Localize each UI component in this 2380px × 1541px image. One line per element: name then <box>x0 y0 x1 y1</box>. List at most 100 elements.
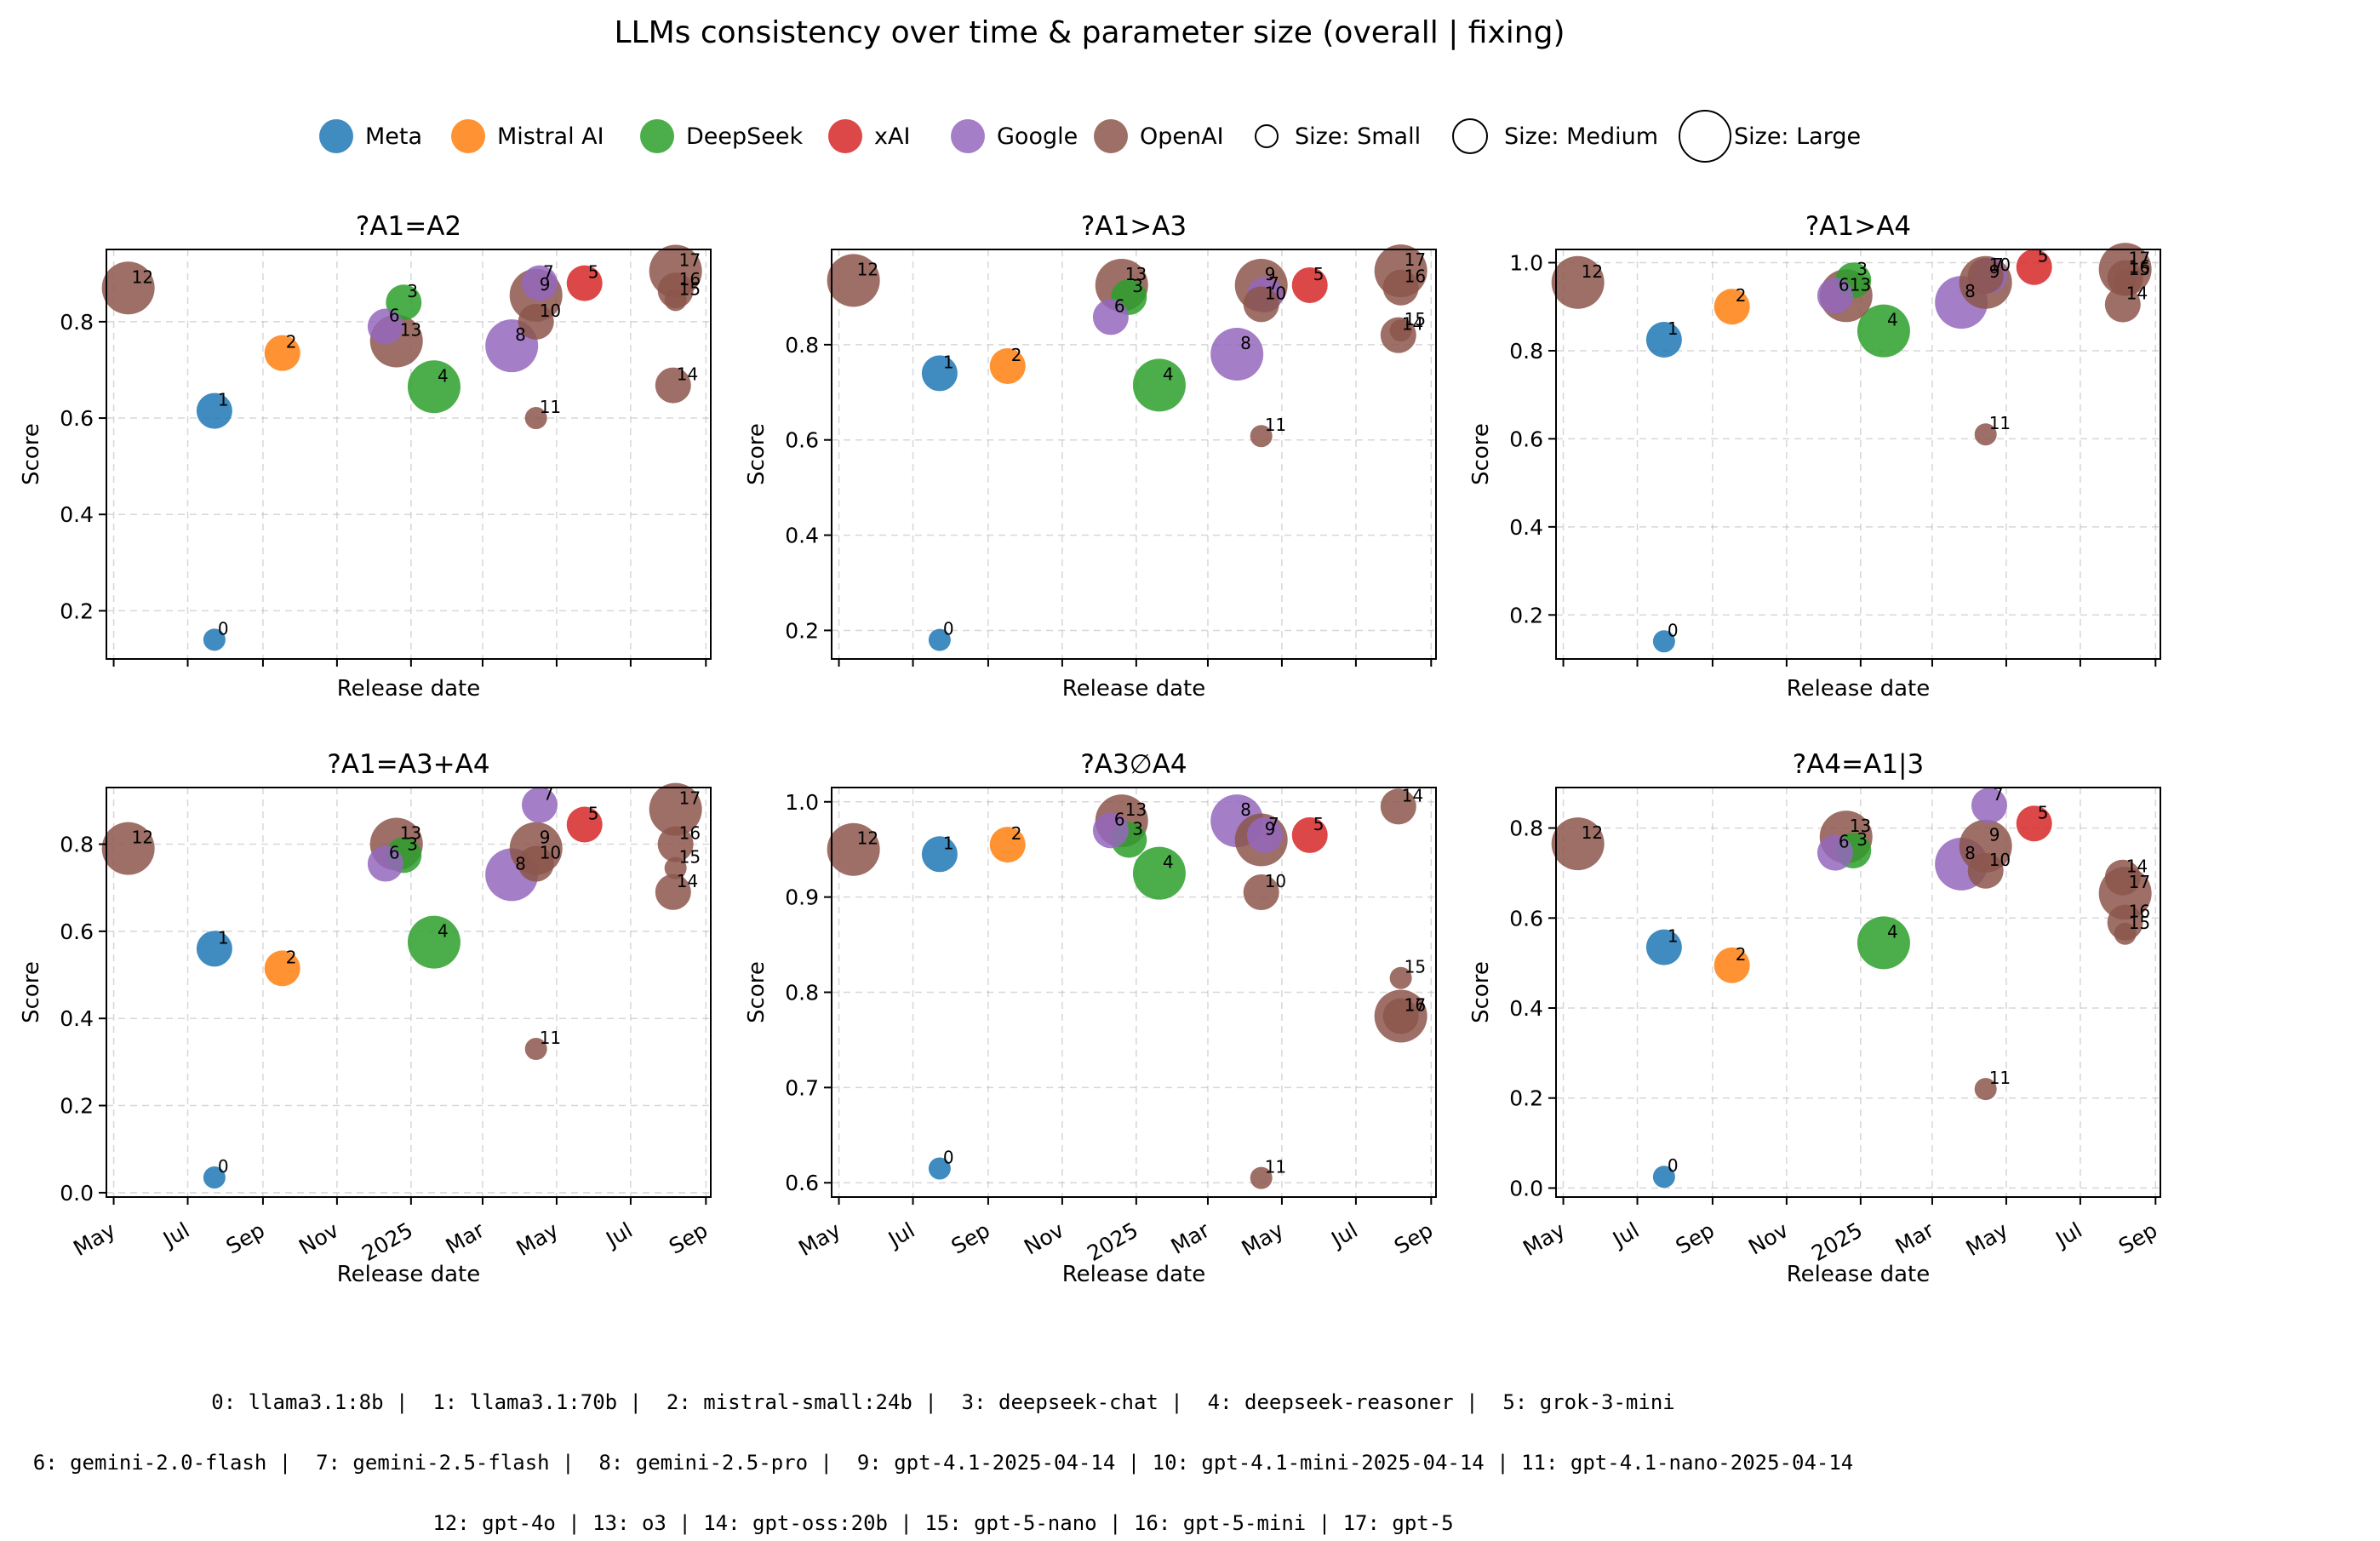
legend-size-marker-1 <box>1452 118 1488 154</box>
point-model-1 <box>921 355 958 392</box>
y-tick-label-4: 1.0 <box>1509 251 1543 276</box>
point-model-15 <box>1389 966 1412 989</box>
plot-frame <box>106 787 712 1198</box>
point-label-5: 5 <box>1313 814 1324 834</box>
point-model-2 <box>264 335 300 371</box>
point-label-17: 17 <box>679 788 701 809</box>
point-model-7 <box>521 787 558 823</box>
point-model-14 <box>1380 788 1416 825</box>
point-label-13: 13 <box>1850 274 1871 295</box>
plots: 489121317123567101416011150.20.40.60.8?A… <box>19 211 2161 1287</box>
x-tick-label-2: Sep <box>947 1217 994 1259</box>
point-label-14: 14 <box>1402 314 1423 335</box>
point-label-15: 15 <box>679 278 701 299</box>
point-label-3: 3 <box>407 834 418 854</box>
point-label-1: 1 <box>1668 318 1679 339</box>
x-tick-label-2: Sep <box>222 1217 269 1259</box>
point-label-17: 17 <box>2129 248 2150 268</box>
x-tick-label-2: Sep <box>1672 1217 1719 1259</box>
point-model-10 <box>518 303 554 340</box>
point-label-5: 5 <box>2038 802 2049 822</box>
point-model-4 <box>1857 916 1910 970</box>
point-model-16 <box>657 826 694 862</box>
point-label-4: 4 <box>1887 921 1898 942</box>
point-model-2 <box>989 348 1026 385</box>
legend-size-marker-2 <box>1679 110 1731 163</box>
legend-marker-0 <box>319 119 353 153</box>
point-model-0 <box>1652 1166 1675 1189</box>
legend-size-label-1: Size: Medium <box>1504 123 1658 150</box>
point-model-16 <box>1382 269 1419 306</box>
x-tick-label-1: Jul <box>157 1217 193 1252</box>
point-label-4: 4 <box>1887 310 1898 330</box>
point-label-11: 11 <box>540 397 561 417</box>
point-model-11 <box>1974 1078 1997 1101</box>
legend-marker-1 <box>451 119 485 153</box>
point-model-7 <box>1971 788 2007 824</box>
y-tick-label-1: 0.2 <box>60 1094 94 1119</box>
point-model-8 <box>1210 328 1264 381</box>
point-label-9: 9 <box>1989 825 2000 845</box>
y-axis-label: Score <box>744 961 769 1023</box>
legend-size-marker-0 <box>1255 124 1279 148</box>
point-label-3: 3 <box>1132 819 1143 839</box>
point-label-4: 4 <box>438 365 449 386</box>
point-model-5 <box>566 265 603 301</box>
point-label-9: 9 <box>540 274 551 295</box>
point-model-1 <box>196 392 232 429</box>
figure-title: LLMs consistency over time & parameter s… <box>614 15 1565 50</box>
model-key-line-2: 6: gemini-2.0-flash | 7: gemini-2.5-flas… <box>33 1451 1853 1475</box>
point-label-1: 1 <box>943 833 954 853</box>
point-model-2 <box>989 827 1026 863</box>
x-tick-label-5: Mar <box>1167 1217 1215 1259</box>
point-label-8: 8 <box>515 324 526 345</box>
point-label-14: 14 <box>1402 785 1423 805</box>
point-label-6: 6 <box>1114 809 1125 829</box>
x-tick-label-0: May <box>794 1217 844 1261</box>
point-label-10: 10 <box>1989 850 2011 870</box>
point-label-15: 15 <box>2129 913 2150 933</box>
point-label-6: 6 <box>1839 832 1850 852</box>
legend-label-3: xAI <box>874 123 910 150</box>
y-tick-label-0: 0.0 <box>1509 1176 1543 1200</box>
point-model-11 <box>524 1038 547 1061</box>
point-model-12 <box>827 822 880 876</box>
y-tick-label-1: 0.4 <box>1509 515 1543 540</box>
point-model-11 <box>1974 423 1997 446</box>
point-model-15 <box>664 856 687 879</box>
point-model-5 <box>566 806 603 843</box>
panel-title: ?A1>A3 <box>1081 211 1187 242</box>
point-label-4: 4 <box>1163 364 1174 384</box>
panel-title: ?A4=A1|3 <box>1793 749 1924 780</box>
point-label-12: 12 <box>132 266 153 287</box>
point-model-1 <box>196 931 232 967</box>
panel-title: ?A1=A2 <box>356 211 461 242</box>
model-key-line-1: 0: llama3.1:8b | 1: llama3.1:70b | 2: mi… <box>211 1390 1674 1414</box>
y-tick-label-0: 0.2 <box>1509 603 1543 627</box>
x-tick-label-3: Nov <box>295 1217 343 1260</box>
point-label-0: 0 <box>943 1147 954 1167</box>
point-model-15 <box>1389 319 1412 342</box>
x-tick-label-8: Sep <box>2114 1217 2161 1259</box>
x-axis-label: Release date <box>1787 676 1930 702</box>
point-model-7 <box>521 265 558 301</box>
point-model-1 <box>921 836 958 873</box>
point-model-2 <box>1713 947 1750 983</box>
point-label-10: 10 <box>1265 871 1286 891</box>
point-label-3: 3 <box>407 281 418 301</box>
point-model-15 <box>664 289 687 312</box>
point-model-12 <box>1551 817 1605 871</box>
point-label-5: 5 <box>588 803 599 823</box>
point-model-4 <box>1132 846 1186 900</box>
y-tick-label-4: 1.0 <box>785 790 819 815</box>
point-label-10: 10 <box>1989 255 2011 275</box>
point-model-2 <box>264 950 300 987</box>
point-label-8: 8 <box>515 853 526 874</box>
point-label-2: 2 <box>286 332 297 352</box>
x-tick-label-4: 2025 <box>1807 1217 1867 1266</box>
y-tick-label-3: 0.6 <box>60 919 94 944</box>
plot-frame <box>106 249 712 660</box>
point-label-0: 0 <box>1668 1155 1679 1176</box>
point-model-15 <box>2114 269 2137 292</box>
